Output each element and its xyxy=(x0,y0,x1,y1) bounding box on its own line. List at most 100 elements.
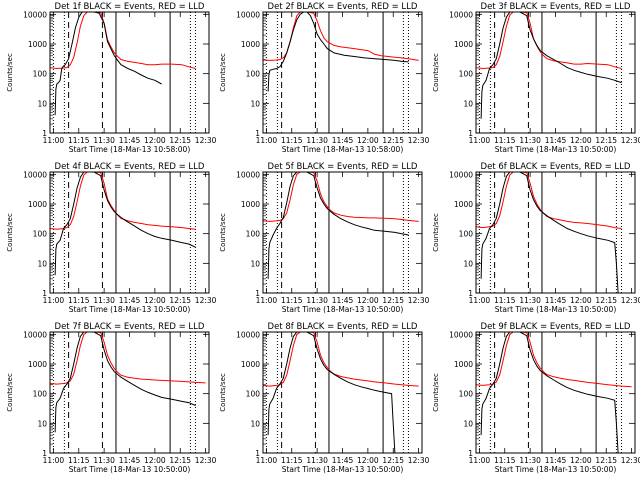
y-tick-label: 10 xyxy=(37,419,47,428)
x-tick-label: 11:30 xyxy=(93,456,115,465)
y-tick-label: 10000 xyxy=(449,170,473,179)
y-axis-label: Counts/sec xyxy=(432,213,440,252)
x-tick-label: 11:45 xyxy=(545,456,567,465)
y-tick-label: 10 xyxy=(463,259,473,268)
y-tick-label: 10 xyxy=(250,419,260,428)
y-tick-label: 10 xyxy=(37,259,47,268)
panel-9: Det 9f BLACK = Events, RED = LLD Counts/s… xyxy=(432,322,640,474)
y-tick-label: 1 xyxy=(42,289,47,298)
x-tick-label: 12:30 xyxy=(621,296,640,305)
y-tick-label: 100 xyxy=(459,70,474,79)
y-axis-label: Counts/sec xyxy=(219,53,227,92)
y-tick-label: 10 xyxy=(463,419,473,428)
x-tick-label: 11:45 xyxy=(332,296,354,305)
panel-6: Det 6f BLACK = Events, RED = LLD Counts/s… xyxy=(432,162,640,314)
series-events xyxy=(267,332,396,453)
x-tick-label: 11:00 xyxy=(43,456,65,465)
panel-title: Det 9f BLACK = Events, RED = LLD xyxy=(481,322,631,332)
series-events xyxy=(54,12,162,116)
series-lld xyxy=(263,172,419,222)
y-tick-label: 1000 xyxy=(454,360,473,369)
y-tick-label: 1000 xyxy=(241,40,260,49)
series-events xyxy=(54,332,196,433)
y-axis-label: Counts/sec xyxy=(432,373,440,412)
x-tick-label: 12:15 xyxy=(595,456,617,465)
y-tick-label: 100 xyxy=(246,230,261,239)
x-axis-label: Start Time (18-Mar-13 10:50:00) xyxy=(495,145,617,154)
panel-3: Det 3f BLACK = Events, RED = LLD Counts/s… xyxy=(432,2,640,154)
y-tick-label: 10 xyxy=(37,99,47,108)
x-tick-label: 11:30 xyxy=(306,296,328,305)
y-tick-label: 10000 xyxy=(236,330,260,339)
panel-title: Det 1f BLACK = Events, RED = LLD xyxy=(55,2,205,12)
series-lld xyxy=(263,332,419,387)
plot-frame xyxy=(49,171,210,294)
x-tick-label: 11:30 xyxy=(519,136,541,145)
panel-title: Det 8f BLACK = Events, RED = LLD xyxy=(268,322,418,332)
x-tick-label: 11:45 xyxy=(119,136,141,145)
y-tick-label: 10000 xyxy=(449,10,473,19)
y-tick-label: 1 xyxy=(468,289,473,298)
x-tick-label: 11:00 xyxy=(43,296,65,305)
x-axis-label: Start Time (18-Mar-13 10:58:00) xyxy=(69,145,191,154)
plot-frame xyxy=(262,171,423,294)
panel-title: Det 6f BLACK = Events, RED = LLD xyxy=(481,162,631,172)
y-axis-label: Counts/sec xyxy=(6,53,14,92)
x-tick-label: 11:45 xyxy=(332,456,354,465)
panel-7: Det 7f BLACK = Events, RED = LLD Counts/s… xyxy=(6,322,217,474)
x-tick-label: 11:15 xyxy=(494,456,516,465)
plot-frame xyxy=(475,331,636,454)
x-tick-label: 11:15 xyxy=(68,296,90,305)
y-tick-label: 10000 xyxy=(23,170,47,179)
x-tick-label: 11:00 xyxy=(256,296,278,305)
y-tick-label: 1000 xyxy=(28,40,47,49)
series-lld xyxy=(50,332,206,385)
series-events xyxy=(480,172,619,293)
x-tick-label: 11:45 xyxy=(119,456,141,465)
y-tick-label: 10 xyxy=(250,259,260,268)
x-tick-label: 12:00 xyxy=(144,136,166,145)
plot-frame xyxy=(49,11,210,134)
plot-frame xyxy=(475,11,636,134)
x-tick-label: 12:00 xyxy=(357,296,379,305)
y-tick-label: 10000 xyxy=(23,10,47,19)
x-tick-label: 12:30 xyxy=(195,136,217,145)
y-tick-label: 10000 xyxy=(236,170,260,179)
y-axis-label: Counts/sec xyxy=(219,213,227,252)
y-tick-label: 1 xyxy=(42,449,47,458)
y-tick-label: 1000 xyxy=(28,200,47,209)
y-tick-label: 1 xyxy=(468,449,473,458)
panel-title: Det 2f BLACK = Events, RED = LLD xyxy=(268,2,418,12)
y-axis-label: Counts/sec xyxy=(6,213,14,252)
x-tick-label: 12:30 xyxy=(621,456,640,465)
x-axis-label: Start Time (18-Mar-13 10:50:00) xyxy=(495,305,617,314)
panel-8: Det 8f BLACK = Events, RED = LLD Counts/s… xyxy=(219,322,430,474)
plot-frame xyxy=(262,331,423,454)
panel-2: Det 2f BLACK = Events, RED = LLD Counts/s… xyxy=(219,2,430,154)
x-tick-label: 11:30 xyxy=(519,296,541,305)
x-axis-label: Start Time (18-Mar-13 10:50:00) xyxy=(282,465,404,474)
y-tick-label: 1000 xyxy=(241,360,260,369)
x-tick-label: 12:15 xyxy=(595,296,617,305)
x-tick-label: 11:30 xyxy=(93,296,115,305)
series-events xyxy=(480,332,619,453)
y-tick-label: 1000 xyxy=(454,40,473,49)
y-tick-label: 1000 xyxy=(241,200,260,209)
y-tick-label: 10000 xyxy=(23,330,47,339)
y-tick-label: 100 xyxy=(33,390,48,399)
series-lld xyxy=(50,12,196,70)
x-tick-label: 12:15 xyxy=(382,456,404,465)
y-tick-label: 1000 xyxy=(28,360,47,369)
x-tick-label: 12:30 xyxy=(408,456,430,465)
y-axis-label: Counts/sec xyxy=(432,53,440,92)
y-tick-label: 10000 xyxy=(449,330,473,339)
series-lld xyxy=(476,172,622,229)
x-tick-label: 11:00 xyxy=(256,136,278,145)
panel-title: Det 4f BLACK = Events, RED = LLD xyxy=(55,162,205,172)
y-tick-label: 100 xyxy=(33,70,48,79)
x-tick-label: 11:00 xyxy=(256,456,278,465)
x-tick-label: 12:00 xyxy=(357,136,379,145)
x-tick-label: 12:15 xyxy=(382,296,404,305)
plot-frame xyxy=(49,331,210,454)
series-events xyxy=(267,172,409,279)
